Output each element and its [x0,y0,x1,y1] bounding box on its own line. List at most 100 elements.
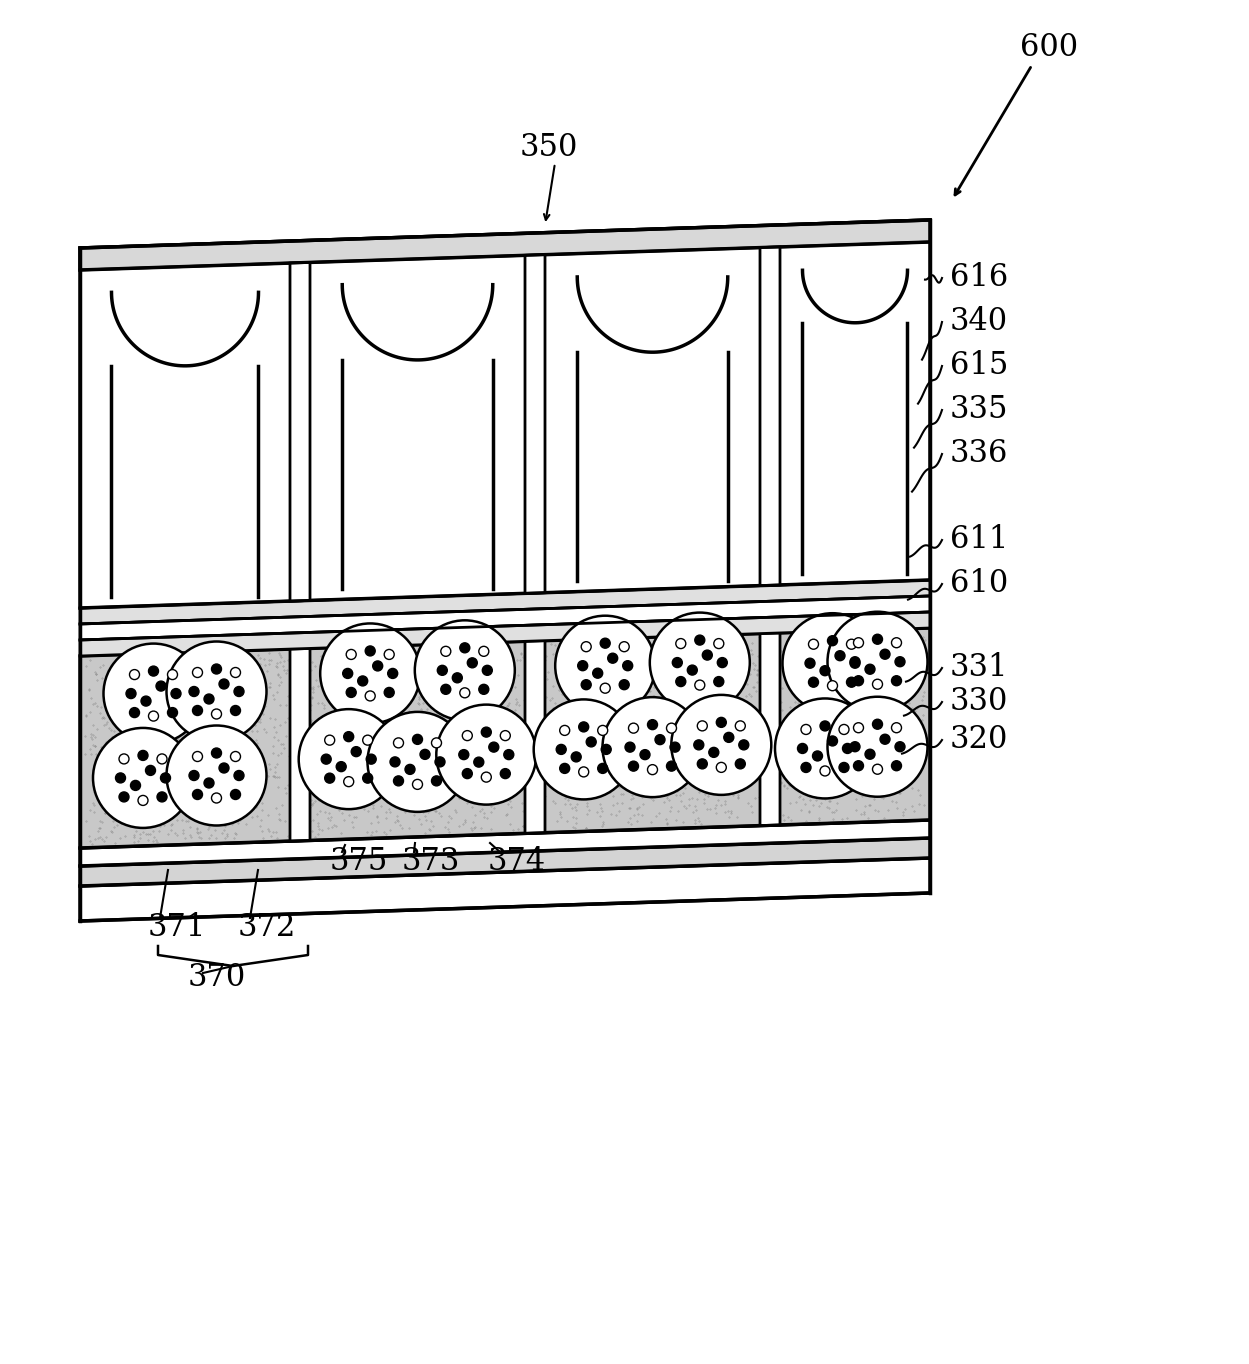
Circle shape [166,726,266,825]
Circle shape [853,638,863,648]
Circle shape [601,683,611,693]
Circle shape [892,675,902,686]
Circle shape [234,686,244,697]
Circle shape [873,764,883,775]
Circle shape [892,761,902,771]
Circle shape [647,720,657,730]
Polygon shape [80,220,931,608]
Circle shape [321,754,331,764]
Circle shape [598,764,608,773]
Circle shape [115,773,125,783]
Circle shape [385,649,395,659]
Circle shape [708,747,719,757]
Circle shape [325,735,335,745]
Text: 371: 371 [147,913,206,944]
Circle shape [365,647,375,656]
Circle shape [503,750,513,760]
Polygon shape [111,292,259,596]
Circle shape [189,771,199,780]
Text: 611: 611 [950,525,1008,555]
Circle shape [702,651,712,660]
Circle shape [92,728,194,828]
Circle shape [501,769,511,779]
Text: 370: 370 [189,963,246,993]
Text: 350: 350 [520,132,578,164]
Circle shape [851,742,861,752]
Circle shape [676,677,686,686]
Circle shape [601,745,611,754]
Circle shape [137,750,147,760]
Circle shape [462,731,472,741]
Polygon shape [80,820,931,866]
Circle shape [412,734,422,745]
Circle shape [581,679,591,690]
Circle shape [601,638,611,648]
Polygon shape [759,633,779,825]
Circle shape [821,666,831,675]
Circle shape [628,761,638,771]
Circle shape [436,705,536,805]
Circle shape [602,697,702,797]
Circle shape [560,726,570,735]
Circle shape [231,752,241,761]
Circle shape [441,647,451,656]
Circle shape [211,664,221,674]
Circle shape [667,761,677,771]
Circle shape [192,667,202,678]
Circle shape [624,742,634,752]
Circle shape [586,737,596,747]
Circle shape [166,641,266,742]
Circle shape [669,742,679,752]
Circle shape [219,679,229,689]
Circle shape [693,739,703,750]
Circle shape [623,660,633,671]
Circle shape [892,723,902,732]
Circle shape [821,767,831,776]
Circle shape [342,668,352,678]
Circle shape [130,670,140,679]
Circle shape [478,685,488,694]
Circle shape [234,771,244,780]
Circle shape [847,640,857,649]
Circle shape [836,651,846,660]
Circle shape [156,681,166,692]
Text: 374: 374 [488,847,546,877]
Circle shape [839,762,849,772]
Circle shape [431,738,441,747]
Circle shape [372,662,382,671]
Circle shape [119,792,129,802]
Circle shape [828,737,838,746]
Circle shape [808,640,818,649]
Circle shape [192,705,202,716]
Circle shape [119,754,129,764]
Circle shape [387,668,397,678]
Circle shape [346,649,356,659]
Circle shape [325,773,335,783]
Circle shape [694,681,704,690]
Text: 330: 330 [950,686,1008,717]
Text: 616: 616 [950,262,1008,293]
Circle shape [687,666,697,675]
Circle shape [581,641,591,652]
Circle shape [192,790,202,799]
Circle shape [161,773,171,783]
Circle shape [357,677,367,686]
Circle shape [654,735,664,745]
Circle shape [593,668,603,678]
Text: 610: 610 [950,569,1008,600]
Circle shape [533,700,633,799]
Circle shape [873,719,883,730]
Polygon shape [290,262,310,602]
Circle shape [211,792,221,803]
Circle shape [231,790,241,799]
Polygon shape [525,641,545,833]
Circle shape [441,685,451,694]
Circle shape [828,611,928,712]
Circle shape [189,686,199,697]
Circle shape [608,653,618,663]
Circle shape [405,764,415,775]
Circle shape [713,638,724,649]
Circle shape [847,677,857,687]
Circle shape [126,689,136,698]
Circle shape [460,642,470,653]
